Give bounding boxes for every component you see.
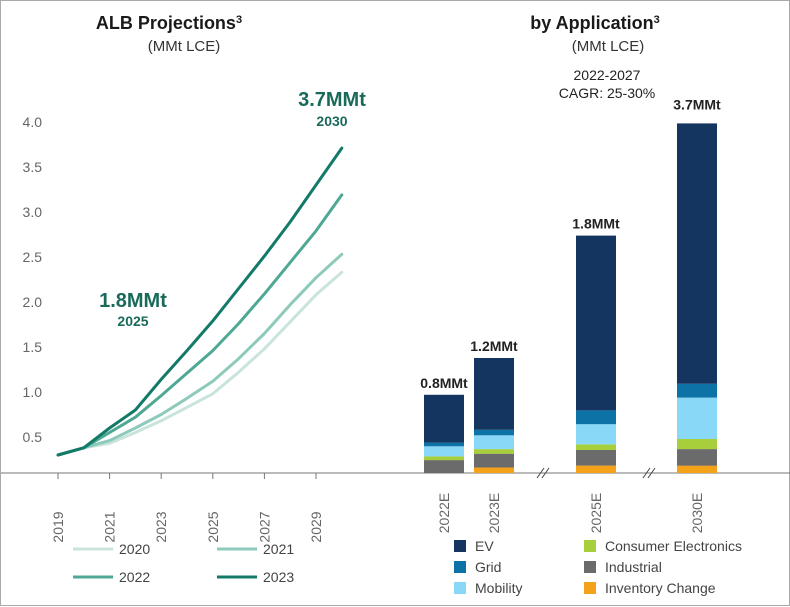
x-tick-label: 2027 xyxy=(256,511,272,542)
bar-segment-industrial xyxy=(424,460,464,473)
bar-segment-mobility xyxy=(576,424,616,445)
y-tick-label: 4.0 xyxy=(23,114,43,130)
bar-segment-ev xyxy=(424,394,464,443)
bar-legend-swatch xyxy=(454,582,466,594)
bar-segment-consumer-electronics xyxy=(576,444,616,450)
annotation-2025-value: 1.8MMt xyxy=(99,290,167,312)
y-tick-label: 3.5 xyxy=(23,159,43,175)
line-series-2020 xyxy=(56,270,344,457)
bar-segment-mobility xyxy=(424,446,464,457)
bar-total-label: 3.7MMt xyxy=(673,96,721,112)
bar-segment-ev xyxy=(576,235,616,411)
bar-total-label: 1.2MMt xyxy=(470,338,518,354)
x-tick-label: 2021 xyxy=(102,511,118,542)
bar-legend-label: Mobility xyxy=(475,580,522,596)
x-tick-label: 2025 xyxy=(205,511,221,542)
right-title: by Application3 xyxy=(530,13,659,33)
line-legend: 2020 2021 2022 2023 xyxy=(73,541,294,585)
line-series xyxy=(56,146,344,457)
y-axis: 0.5 1.0 1.5 2.0 2.5 3.0 3.5 4.0 xyxy=(23,114,43,445)
bar-legend-swatch xyxy=(584,540,596,552)
y-tick-label: 3.0 xyxy=(23,204,43,220)
line-series-2021 xyxy=(56,252,344,457)
bar-segment-grid xyxy=(474,429,514,436)
bar-legend-swatch xyxy=(454,540,466,552)
y-tick-label: 1.5 xyxy=(23,339,43,355)
bar-legend-label: EV xyxy=(475,538,494,554)
annotation-2030-value: 3.7MMt xyxy=(298,89,366,111)
bar-category-label: 2030E xyxy=(689,493,705,533)
bar-category-labels: 2022E 2023E 2025E 2030E xyxy=(436,493,705,533)
y-tick-label: 2.0 xyxy=(23,294,43,310)
bar-legend-swatch xyxy=(584,561,596,573)
line-series-2022 xyxy=(56,193,344,457)
bar-segment-industrial xyxy=(576,450,616,466)
bar-segment-inventory-change xyxy=(677,465,717,473)
stacked-bars xyxy=(424,123,717,473)
x-axis: 2019 2021 2023 2025 2027 2029 xyxy=(50,473,324,543)
x-tick-label: 2023 xyxy=(153,511,169,542)
bar-segment-mobility xyxy=(677,397,717,439)
bar-category-label: 2025E xyxy=(588,493,604,533)
bar-legend: EV Grid Mobility Consumer Electronics Indust… xyxy=(454,538,742,596)
cagr-period: 2022-2027 xyxy=(574,67,641,83)
bar-segment-grid xyxy=(424,442,464,447)
y-tick-label: 2.5 xyxy=(23,249,43,265)
annotation-2025-year: 2025 xyxy=(117,313,148,329)
x-tick-label: 2019 xyxy=(50,511,66,542)
y-tick-label: 1.0 xyxy=(23,384,43,400)
line-legend-label: 2020 xyxy=(119,541,150,557)
bar-segment-industrial xyxy=(677,449,717,466)
bar-segment-grid xyxy=(677,383,717,398)
bar-segment-ev xyxy=(474,358,514,430)
axis-break-2 xyxy=(642,467,656,479)
line-series-2023 xyxy=(56,146,344,457)
left-subtitle: (MMt LCE) xyxy=(148,38,221,55)
line-legend-label: 2023 xyxy=(263,569,294,585)
cagr-value: CAGR: 25-30% xyxy=(559,85,655,101)
annotation-2030-year: 2030 xyxy=(316,113,347,129)
axis-break-1 xyxy=(536,467,550,479)
x-tick-label: 2029 xyxy=(308,511,324,542)
bar-segment-consumer-electronics xyxy=(677,439,717,450)
bar-legend-label: Grid xyxy=(475,559,501,575)
bar-legend-label: Industrial xyxy=(605,559,662,575)
line-legend-label: 2022 xyxy=(119,569,150,585)
bar-category-label: 2023E xyxy=(486,493,502,533)
bar-legend-label: Inventory Change xyxy=(605,580,716,596)
bar-segment-inventory-change xyxy=(474,467,514,473)
bar-total-labels: 0.8MMt 1.2MMt 1.8MMt 3.7MMt xyxy=(420,96,721,390)
bar-legend-swatch xyxy=(454,561,466,573)
bar-category-label: 2022E xyxy=(436,493,452,533)
bar-total-label: 0.8MMt xyxy=(420,375,468,391)
bar-segment-mobility xyxy=(474,435,514,450)
bar-legend-label: Consumer Electronics xyxy=(605,538,742,554)
right-subtitle: (MMt LCE) xyxy=(572,38,645,55)
bar-segment-inventory-change xyxy=(576,465,616,473)
bar-total-label: 1.8MMt xyxy=(572,216,620,232)
y-tick-label: 0.5 xyxy=(23,429,43,445)
line-legend-label: 2021 xyxy=(263,541,294,557)
bar-segment-consumer-electronics xyxy=(424,456,464,461)
bar-segment-ev xyxy=(677,123,717,384)
left-title: ALB Projections3 xyxy=(96,13,242,33)
bar-segment-consumer-electronics xyxy=(474,449,514,454)
bar-segment-industrial xyxy=(474,453,514,468)
bar-segment-grid xyxy=(576,410,616,425)
bar-legend-swatch xyxy=(584,582,596,594)
